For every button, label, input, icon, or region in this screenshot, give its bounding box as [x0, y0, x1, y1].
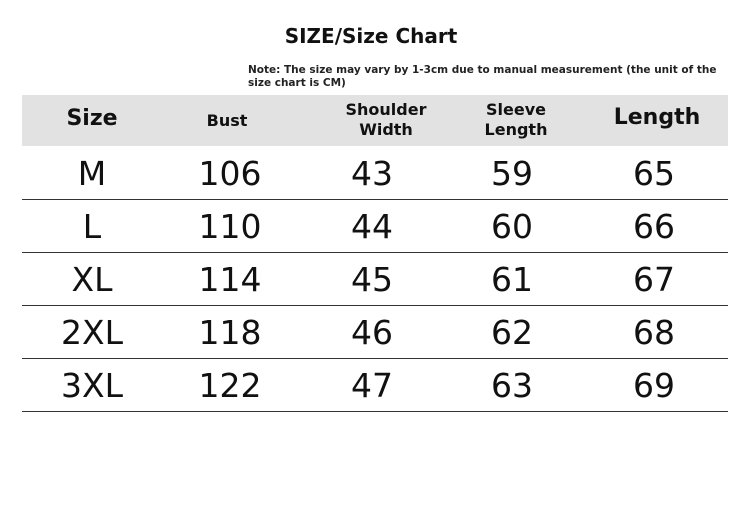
table-row: 2XL 118 46 62 68	[22, 305, 728, 359]
table-row: M 106 43 59 65	[22, 146, 728, 200]
cell-bust: 110	[198, 207, 262, 246]
cell-shoulder-width: 47	[351, 366, 393, 405]
cell-shoulder-width: 44	[351, 207, 393, 246]
table-row: 3XL 122 47 63 69	[22, 358, 728, 412]
cell-length: 69	[633, 366, 675, 405]
header-shoulder-width: Shoulder Width	[345, 100, 427, 139]
page-title: SIZE/Size Chart	[284, 24, 458, 48]
cell-length: 66	[633, 207, 675, 246]
cell-length: 67	[633, 260, 675, 299]
table-row: XL 114 45 61 67	[22, 252, 728, 306]
header-sleeve-length: Sleeve Length	[484, 100, 548, 139]
cell-size: XL	[71, 260, 113, 299]
measurement-note: Note: The size may vary by 1-3cm due to …	[248, 64, 717, 89]
cell-bust: 118	[198, 313, 262, 352]
table-header: Size Bust Shoulder Width Sleeve Length L…	[22, 95, 728, 146]
cell-sleeve-length: 60	[491, 207, 533, 246]
cell-length: 68	[633, 313, 675, 352]
cell-bust: 114	[198, 260, 262, 299]
cell-bust: 106	[198, 154, 262, 193]
cell-length: 65	[633, 154, 675, 193]
cell-size: 2XL	[61, 313, 123, 352]
header-size: Size	[66, 106, 118, 131]
header-length: Length	[613, 105, 701, 130]
cell-size: L	[82, 207, 102, 246]
cell-sleeve-length: 63	[491, 366, 533, 405]
header-bust: Bust	[206, 111, 248, 130]
cell-size: 3XL	[61, 366, 123, 405]
cell-sleeve-length: 61	[491, 260, 533, 299]
cell-size: M	[77, 154, 107, 193]
cell-bust: 122	[198, 366, 262, 405]
cell-shoulder-width: 43	[351, 154, 393, 193]
table-row: L 110 44 60 66	[22, 199, 728, 253]
cell-shoulder-width: 46	[351, 313, 393, 352]
cell-sleeve-length: 59	[491, 154, 533, 193]
cell-shoulder-width: 45	[351, 260, 393, 299]
cell-sleeve-length: 62	[491, 313, 533, 352]
